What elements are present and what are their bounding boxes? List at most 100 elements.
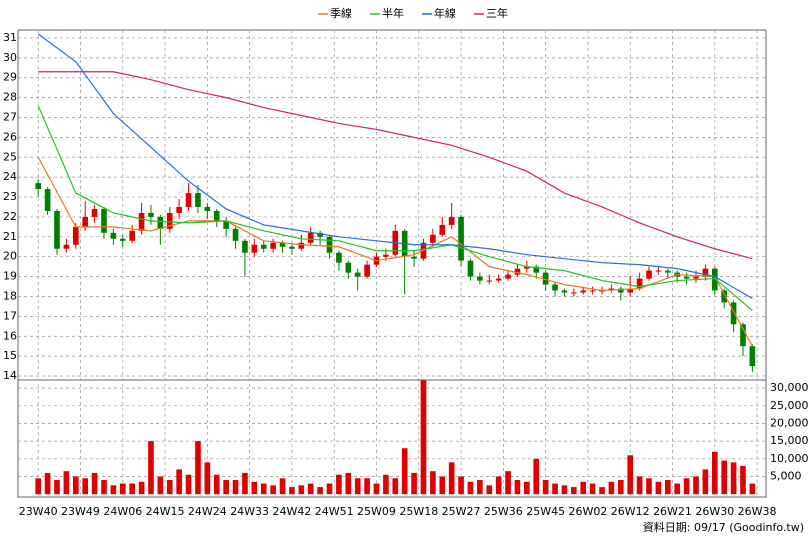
y-tick-label: 20	[3, 250, 17, 263]
candle-body	[617, 288, 624, 293]
x-tick-label: 25W09	[357, 505, 396, 518]
candle-body	[289, 246, 295, 249]
volume-bar	[627, 455, 634, 495]
volume-bar	[326, 483, 333, 495]
volume-bar	[289, 487, 295, 495]
x-tick-label: 25W36	[484, 505, 523, 518]
candle-body	[223, 220, 229, 229]
y-tick-label: 31	[3, 31, 17, 44]
y-tick-label: 18	[3, 289, 17, 302]
volume-bar	[157, 476, 164, 495]
y2-tick-label: 10,000	[770, 452, 808, 465]
volume-bar	[91, 472, 98, 495]
candle-body	[711, 268, 718, 291]
volume-bar	[82, 478, 89, 495]
volume-bar	[270, 485, 276, 495]
footer: 資料日期: 09/17 (Goodinfo.tw)	[643, 520, 804, 534]
volume-bar	[72, 476, 79, 495]
candle-body	[646, 270, 652, 279]
volume-bar	[477, 480, 483, 495]
volume-bar	[711, 451, 718, 495]
candle-body	[251, 244, 258, 253]
volume-bar	[505, 471, 511, 495]
volume-bar	[542, 480, 549, 495]
candle-body	[486, 280, 493, 282]
y2-tick-label: 5,000	[770, 469, 802, 482]
y-tick-label: 21	[3, 230, 17, 243]
volume-bar	[646, 478, 652, 495]
volume-bar	[552, 483, 558, 495]
y-tick-label: 29	[3, 71, 17, 84]
x-tick-label: 24W33	[230, 505, 269, 518]
volume-bar	[251, 481, 258, 495]
y2-tick-label: 25,000	[770, 399, 808, 412]
candle-body	[82, 216, 89, 227]
x-tick-label: 24W15	[146, 505, 185, 518]
candle-body	[383, 254, 389, 257]
volume-bar	[223, 480, 229, 495]
volume-bar	[655, 481, 662, 495]
volume-bar	[298, 485, 305, 495]
volume-pane	[17, 379, 767, 498]
volume-bar	[148, 441, 154, 495]
candle-body	[185, 193, 192, 207]
candle-body	[439, 224, 446, 235]
volume-bar	[524, 481, 530, 495]
x-tick-label: 25W27	[442, 505, 481, 518]
ma-line	[37, 33, 753, 299]
candle-body	[204, 206, 211, 211]
volume-bar	[166, 480, 173, 495]
volume-bar	[204, 462, 211, 495]
volume-bar	[279, 478, 286, 495]
price-pane	[17, 29, 767, 381]
candle-body	[702, 268, 709, 277]
volume-bar	[307, 483, 314, 495]
candle-body	[364, 264, 370, 277]
candle-body	[54, 210, 60, 249]
volume-bar	[608, 481, 615, 495]
legend-label: 三年	[486, 6, 508, 20]
candle-body	[176, 206, 182, 213]
candle-body	[148, 212, 154, 217]
volume-bar	[129, 483, 135, 495]
volume-bar	[458, 476, 464, 495]
candle-body	[730, 302, 737, 325]
volume-bar	[486, 485, 493, 495]
y-tick-label: 16	[3, 329, 17, 342]
candle-body	[571, 292, 577, 294]
candle-body	[129, 230, 135, 241]
y-tick-label: 24	[3, 170, 17, 183]
candle-body	[260, 244, 267, 249]
volume-bar	[740, 465, 746, 495]
y-tick-label: 17	[3, 309, 17, 322]
candle-body	[477, 276, 483, 281]
legend-label: 半年	[382, 6, 404, 20]
candle-body	[157, 216, 164, 229]
x-tick-label: 23W40	[19, 505, 58, 518]
candle-body	[636, 278, 643, 289]
volume-bar	[693, 476, 699, 495]
volume-bar	[119, 483, 126, 495]
candle-body	[110, 232, 117, 239]
x-tick-label: 25W18	[399, 505, 438, 518]
candle-body	[354, 272, 361, 277]
candle-body	[119, 238, 126, 241]
candle-body	[270, 242, 276, 249]
volume-bar	[260, 483, 267, 495]
candle-body	[749, 346, 756, 367]
y-tick-label: 30	[3, 51, 17, 64]
volume-bar	[448, 462, 455, 495]
volume-bar	[373, 483, 380, 495]
candle-body	[91, 208, 98, 217]
y-tick-label: 25	[3, 150, 17, 163]
volume-bar	[533, 458, 540, 495]
candle-body	[458, 216, 464, 261]
volume-bar	[54, 480, 60, 495]
candle-body	[683, 276, 690, 279]
candle-body	[411, 256, 417, 259]
volume-bar	[683, 478, 690, 495]
y-tick-label: 14	[3, 369, 17, 382]
candle-body	[467, 260, 474, 277]
volume-bar	[195, 441, 201, 495]
